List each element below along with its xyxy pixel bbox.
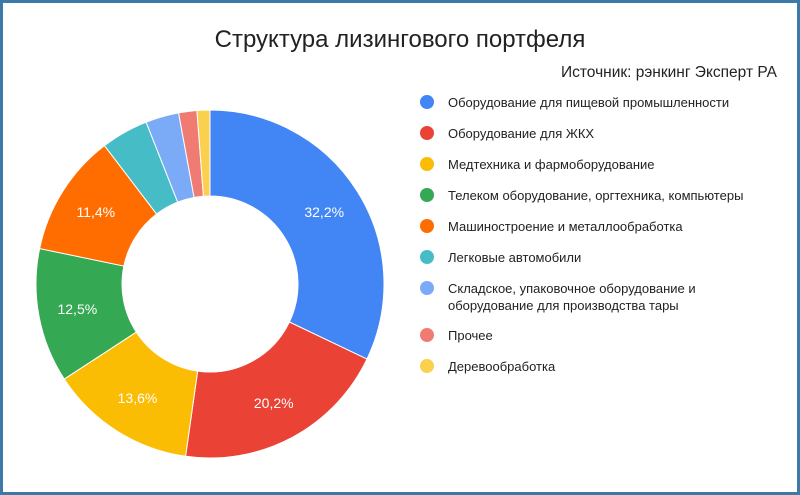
legend-label: Телеком оборудование, оргтехника, компью… xyxy=(448,188,744,203)
legend-item: Легковые автомобили xyxy=(420,249,780,266)
legend-label: Медтехника и фармоборудование xyxy=(448,157,655,172)
slice-value-label: 12,5% xyxy=(57,301,97,317)
legend-label: Машиностроение и металлообработка xyxy=(448,219,683,234)
legend-swatch xyxy=(420,359,434,373)
legend-swatch xyxy=(420,281,434,295)
legend-label: Прочее xyxy=(448,328,493,343)
slice-value-label: 20,2% xyxy=(254,395,294,411)
pie-slice xyxy=(209,109,385,360)
legend-swatch xyxy=(420,126,434,140)
legend-item: Медтехника и фармоборудование xyxy=(420,156,780,173)
pie-slice xyxy=(196,109,211,197)
slice-value-label: 32,2% xyxy=(304,204,344,220)
legend-label: Деревообработка xyxy=(448,359,556,374)
legend-item: Оборудование для пищевой промышленности xyxy=(420,94,780,111)
legend-swatch xyxy=(420,188,434,202)
legend-swatch xyxy=(420,95,434,109)
legend-swatch xyxy=(420,157,434,171)
legend-item: Складское, упаковочное оборудование и об… xyxy=(420,280,780,314)
chart-subtitle: Источник: рэнкинг Эксперт РА xyxy=(560,64,777,81)
legend-item: Телеком оборудование, оргтехника, компью… xyxy=(420,187,780,204)
legend-item: Деревообработка xyxy=(420,358,780,375)
legend-label: Складское, упаковочное оборудование и об… xyxy=(448,281,696,313)
legend-label: Оборудование для ЖКХ xyxy=(448,126,595,141)
legend-item: Прочее xyxy=(420,327,780,344)
pie-slice xyxy=(184,321,368,459)
slice-value-label: 11,4% xyxy=(76,204,115,220)
slice-value-label: 13,6% xyxy=(118,390,158,406)
legend-label: Оборудование для пищевой промышленности xyxy=(448,95,730,110)
legend-swatch xyxy=(420,219,434,233)
legend-swatch xyxy=(420,328,434,342)
legend-item: Машиностроение и металлообработка xyxy=(420,218,780,235)
legend-item: Оборудование для ЖКХ xyxy=(420,125,780,142)
legend-swatch xyxy=(420,250,434,264)
chart-title: Структура лизингового портфеля xyxy=(214,26,586,53)
legend-label: Легковые автомобили xyxy=(448,250,582,265)
